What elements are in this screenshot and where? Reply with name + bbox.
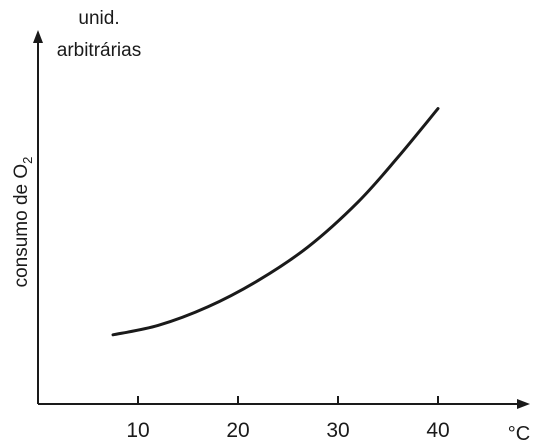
x-unit-label: °C — [508, 423, 530, 442]
y-unit-line1: unid. — [78, 8, 119, 29]
y-axis-arrow-icon — [33, 30, 43, 43]
y-unit-line2: arbitrárias — [57, 40, 141, 61]
y-axis-title: consumo de O2 — [11, 157, 35, 288]
y-axis-title-subscript: 2 — [20, 157, 35, 164]
x-tick-label: 10 — [126, 419, 149, 442]
x-axis-arrow-icon — [517, 399, 530, 409]
x-ticks — [137, 396, 439, 404]
x-tick-label: 40 — [426, 419, 449, 442]
x-tick-labels: 10 20 30 40 — [126, 419, 449, 442]
x-tick-label: 20 — [226, 419, 249, 442]
x-tick-label: 30 — [326, 419, 349, 442]
y-axis-title-main: consumo de O — [11, 164, 32, 288]
series-line — [111, 107, 440, 337]
